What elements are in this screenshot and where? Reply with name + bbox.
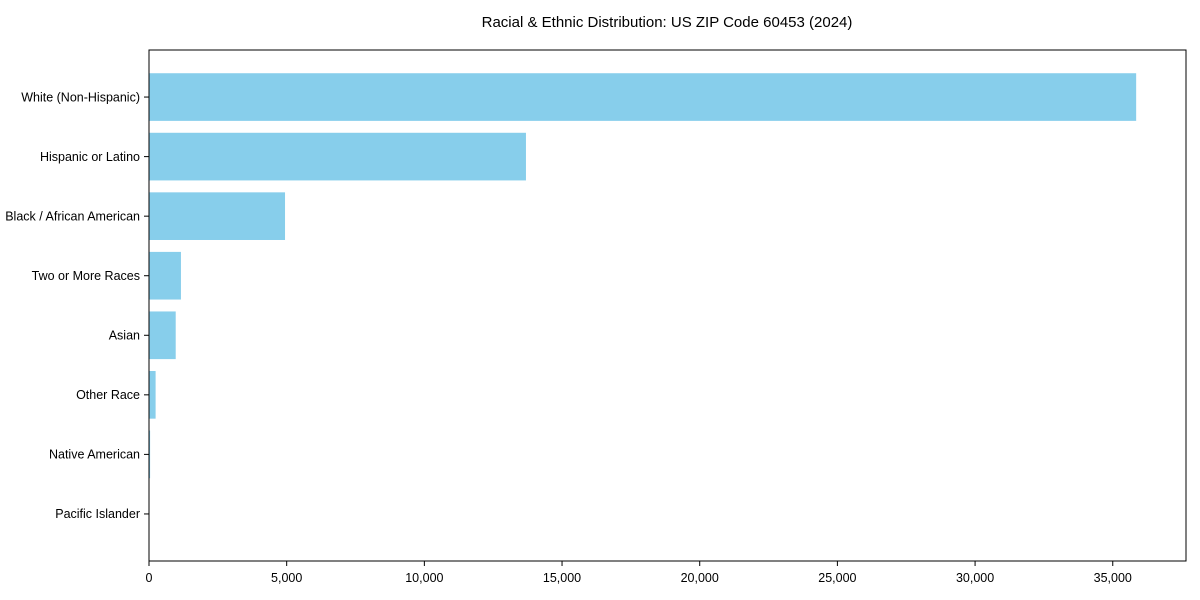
bar-other-race bbox=[149, 371, 156, 419]
bar-asian bbox=[149, 311, 176, 360]
y-tick-label: Native American bbox=[49, 448, 140, 462]
x-tick-label: 35,000 bbox=[1094, 571, 1132, 585]
bar-hispanic-or-latino bbox=[149, 132, 526, 181]
bar-black-african-american bbox=[149, 192, 286, 240]
x-tick-label: 20,000 bbox=[681, 571, 719, 585]
bar-native-american bbox=[149, 430, 151, 479]
y-tick-label: Hispanic or Latino bbox=[40, 150, 140, 164]
bar-white-non-hispanic bbox=[149, 73, 1137, 121]
y-tick-label: Asian bbox=[109, 329, 140, 343]
bars-layer bbox=[149, 73, 1137, 538]
bar-two-or-more-races bbox=[149, 251, 181, 300]
x-tick-label: 30,000 bbox=[956, 571, 994, 585]
chart-title: Racial & Ethnic Distribution: US ZIP Cod… bbox=[482, 14, 853, 31]
x-tick-label: 5,000 bbox=[271, 571, 302, 585]
x-tick-label: 25,000 bbox=[818, 571, 856, 585]
y-tick-label: Black / African American bbox=[5, 209, 140, 223]
x-tick-label: 10,000 bbox=[405, 571, 443, 585]
y-tick-label: Pacific Islander bbox=[55, 507, 140, 521]
y-tick-label: Other Race bbox=[76, 388, 140, 402]
y-tick-label: White (Non-Hispanic) bbox=[21, 90, 140, 104]
plot-border bbox=[148, 49, 1187, 562]
y-tick-label: Two or More Races bbox=[32, 269, 140, 283]
axes-layer: 0 5,000 10,000 15,000 20,000 25,000 30,000 35,0… bbox=[5, 49, 1187, 585]
x-tick-label: 0 bbox=[146, 571, 153, 585]
x-tick-label: 15,000 bbox=[543, 571, 581, 585]
